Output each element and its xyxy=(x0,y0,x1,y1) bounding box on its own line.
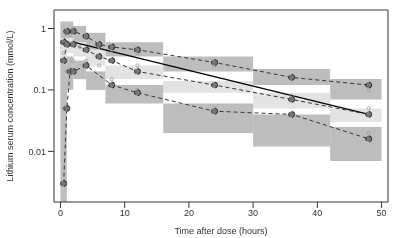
svg-text:20: 20 xyxy=(184,208,194,218)
svg-text:1: 1 xyxy=(41,24,46,34)
svg-text:Time after dose (hours): Time after dose (hours) xyxy=(174,226,267,236)
svg-text:0: 0 xyxy=(58,208,63,218)
svg-text:0.1: 0.1 xyxy=(33,85,46,95)
svg-text:10: 10 xyxy=(120,208,130,218)
svg-text:Lithium serum concentration (m: Lithium serum concentration (mmol/L) xyxy=(8,30,15,181)
svg-text:50: 50 xyxy=(377,208,387,218)
svg-text:0.01: 0.01 xyxy=(28,147,46,157)
svg-text:30: 30 xyxy=(248,208,258,218)
svg-text:40: 40 xyxy=(312,208,322,218)
